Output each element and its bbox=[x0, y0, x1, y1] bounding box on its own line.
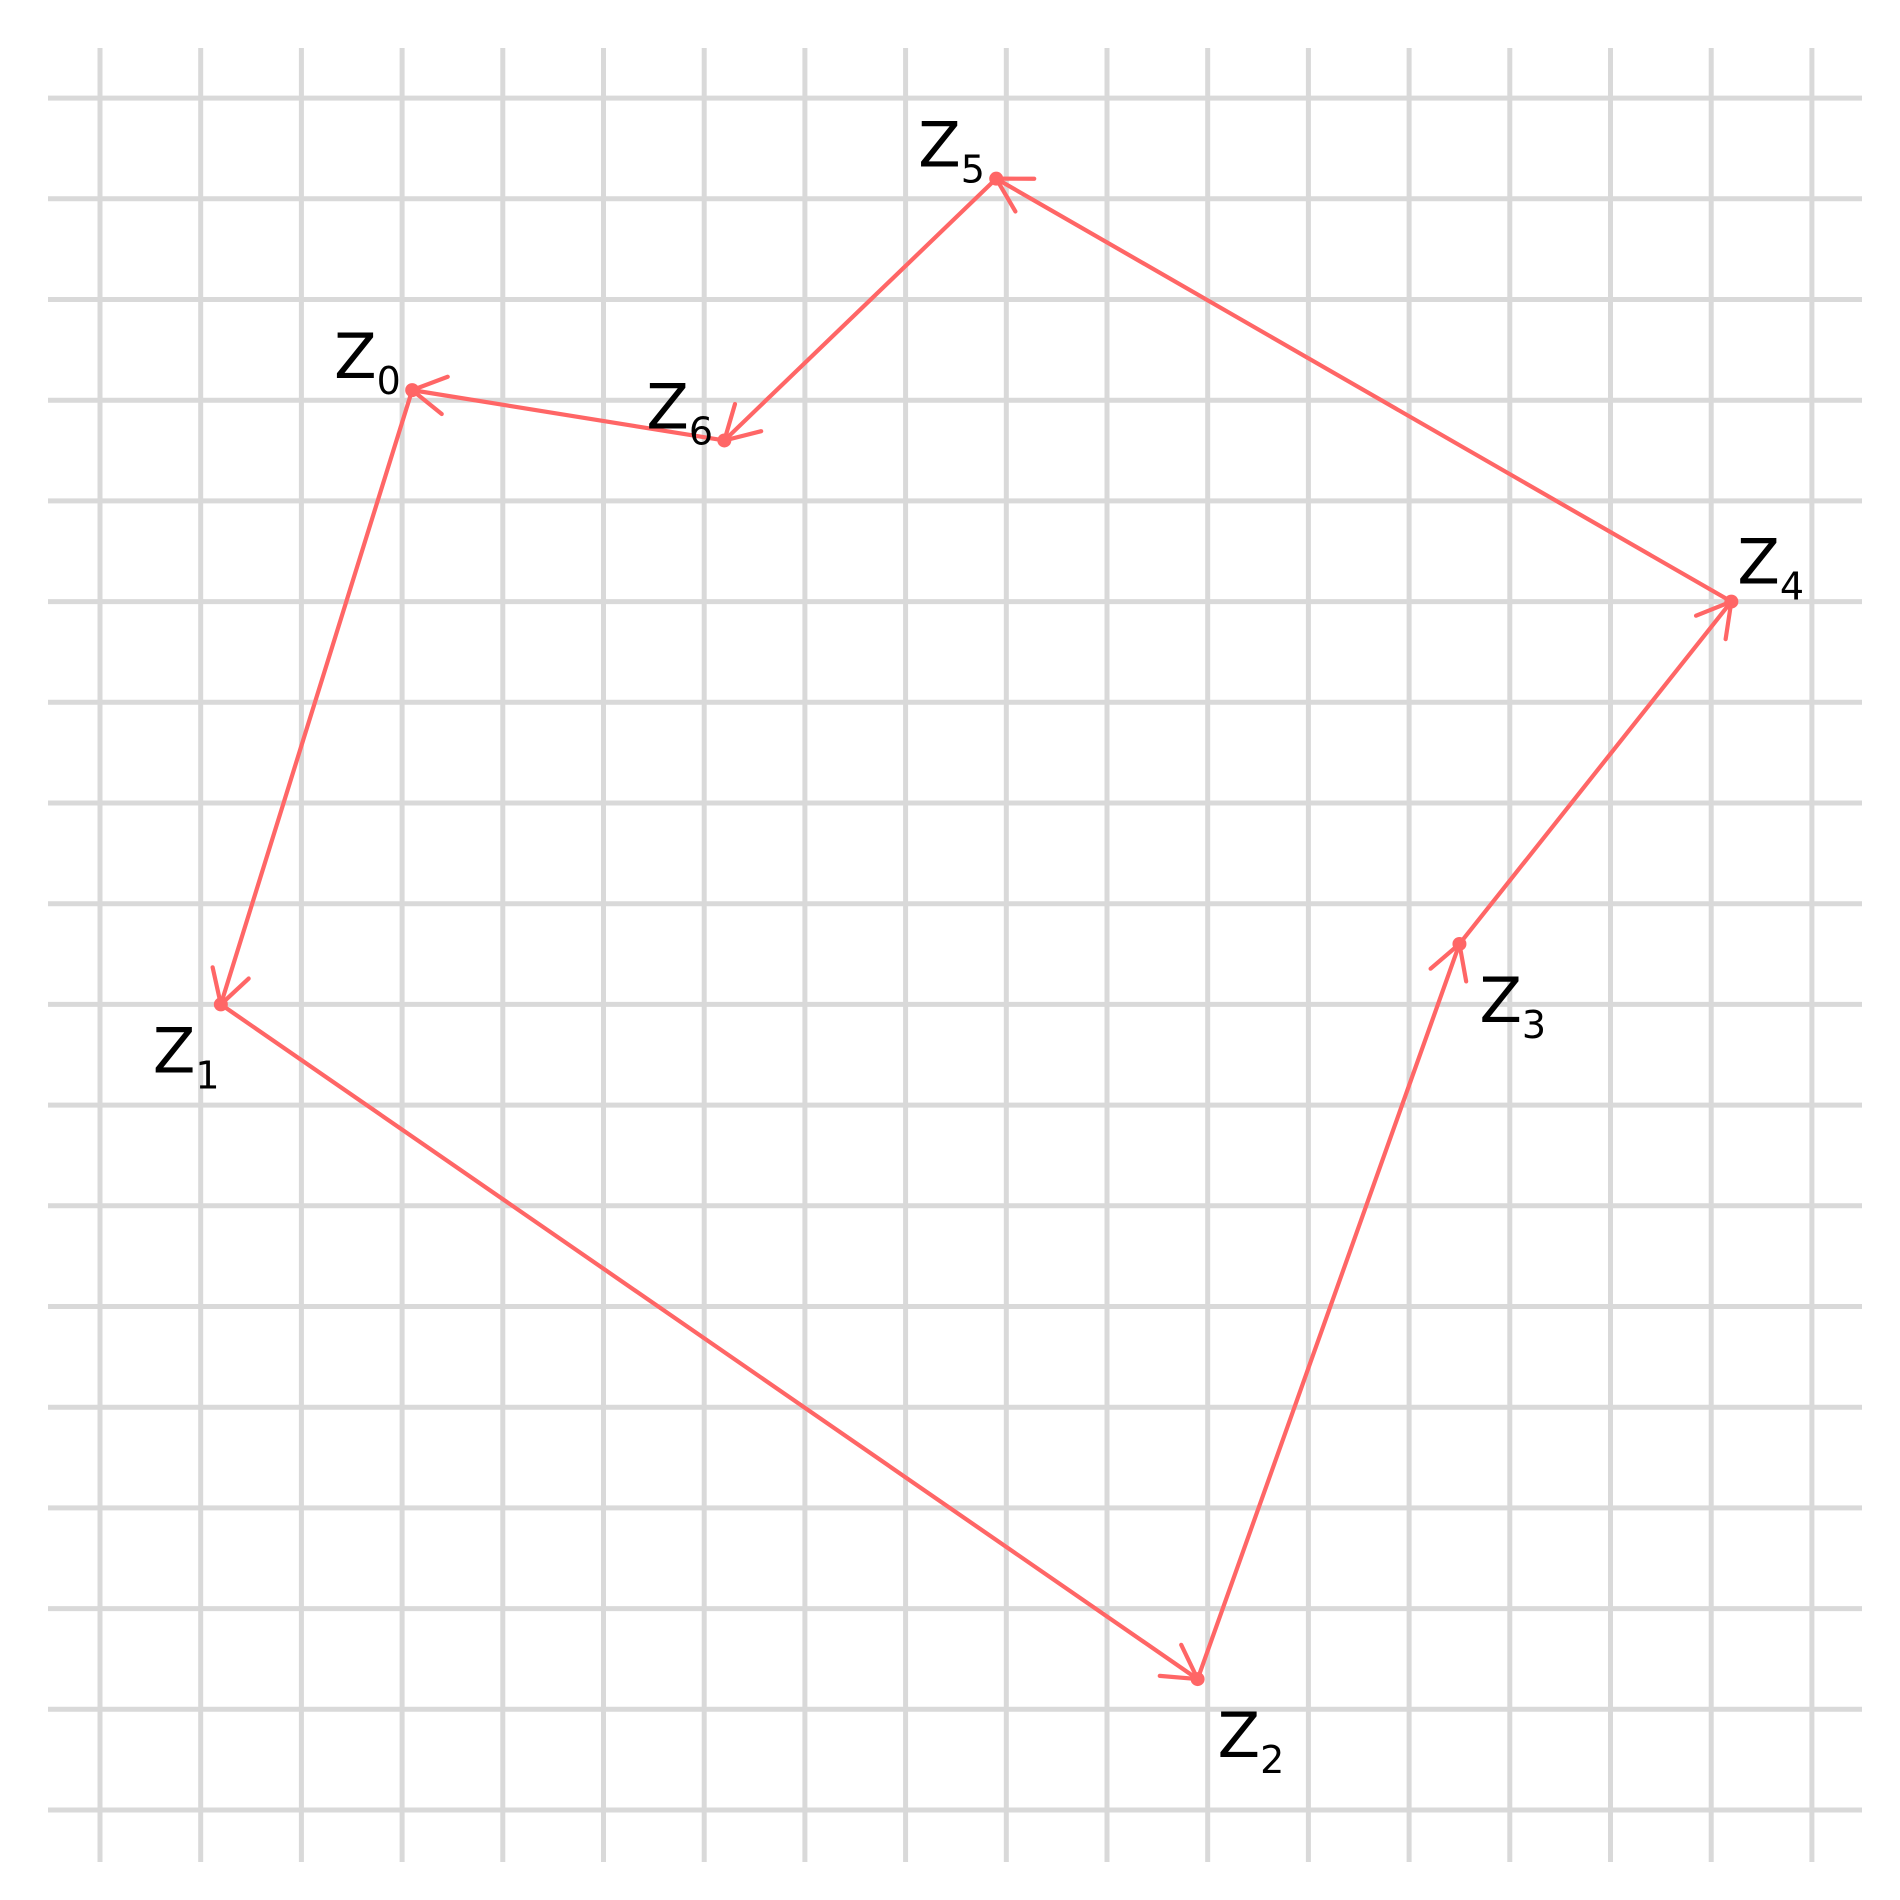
grid bbox=[48, 48, 1862, 1862]
point-Z3 bbox=[1452, 936, 1467, 951]
point-Z1 bbox=[213, 997, 228, 1012]
label-subscript: 2 bbox=[1260, 1738, 1284, 1782]
label-Z1: Z1 bbox=[153, 1014, 220, 1097]
edge-Z5-Z6 bbox=[722, 176, 999, 443]
label-Z2: Z2 bbox=[1218, 1699, 1285, 1782]
points bbox=[213, 171, 1739, 1687]
label-base: Z bbox=[334, 320, 376, 393]
label-Z6: Z6 bbox=[646, 370, 713, 453]
label-Z3: Z3 bbox=[1479, 964, 1546, 1047]
label-subscript: 1 bbox=[195, 1053, 219, 1097]
label-base: Z bbox=[918, 109, 960, 182]
label-Z5: Z5 bbox=[918, 109, 985, 192]
point-Z4 bbox=[1724, 594, 1739, 609]
edge-Z6-Z0 bbox=[410, 388, 727, 443]
label-subscript: 4 bbox=[1780, 565, 1804, 609]
point-Z0 bbox=[405, 383, 420, 398]
label-base: Z bbox=[1218, 1699, 1260, 1772]
label-base: Z bbox=[1479, 964, 1521, 1037]
label-subscript: 3 bbox=[1522, 1003, 1546, 1047]
edge-Z2-Z3 bbox=[1195, 941, 1462, 1682]
point-Z2 bbox=[1190, 1672, 1205, 1687]
label-Z4: Z4 bbox=[1737, 526, 1804, 609]
label-subscript: 5 bbox=[961, 148, 985, 192]
edge-Z0-Z1 bbox=[218, 388, 415, 1007]
point-Z6 bbox=[717, 433, 732, 448]
label-base: Z bbox=[646, 370, 688, 443]
edge-Z3-Z4 bbox=[1457, 599, 1734, 947]
label-Z0: Z0 bbox=[334, 320, 401, 403]
label-subscript: 6 bbox=[689, 409, 713, 453]
edge-Z1-Z2 bbox=[218, 1002, 1200, 1682]
label-subscript: 0 bbox=[377, 359, 401, 403]
label-base: Z bbox=[153, 1014, 195, 1087]
edge-Z4-Z5 bbox=[994, 176, 1734, 604]
point-Z5 bbox=[989, 171, 1004, 186]
label-base: Z bbox=[1737, 526, 1779, 599]
edges bbox=[210, 176, 1734, 1682]
